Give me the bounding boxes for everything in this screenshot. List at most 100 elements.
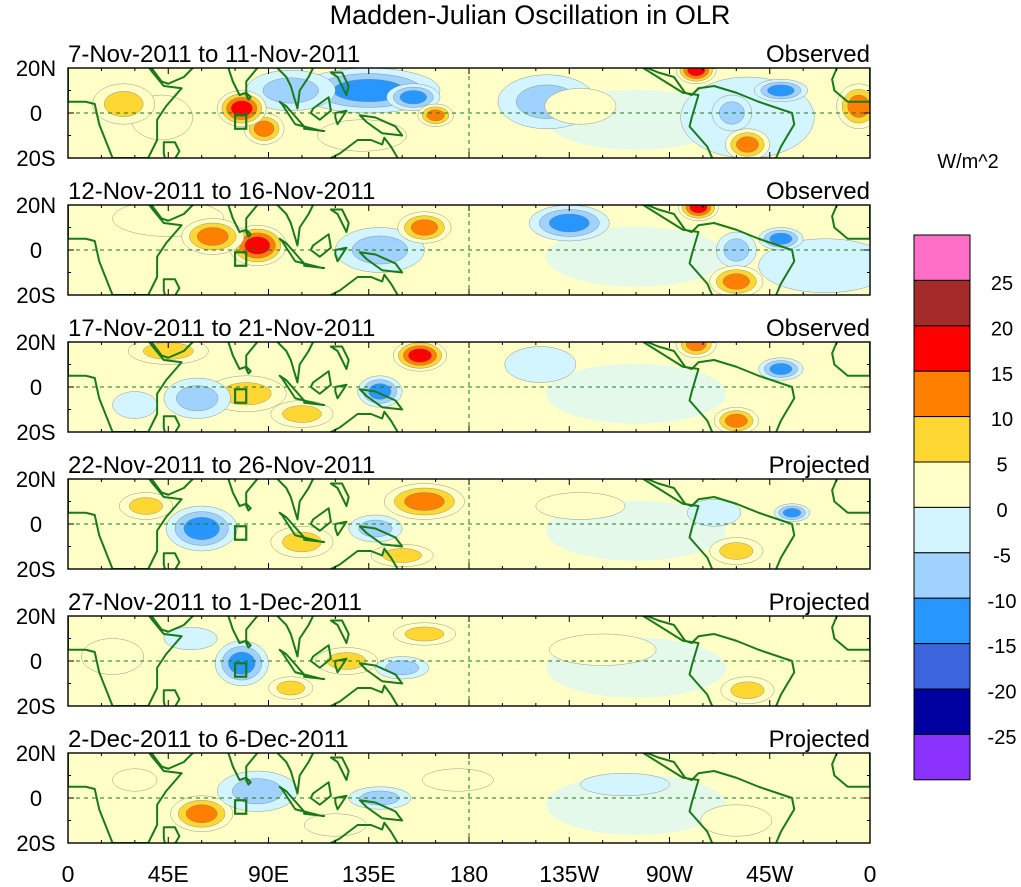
- colorbar-swatch: [913, 279, 971, 327]
- coastline: [309, 370, 332, 395]
- latitude-label: 20N: [16, 330, 56, 355]
- colorbar-swatch: [913, 461, 971, 508]
- colorbar-swatch: [913, 416, 971, 463]
- coastline: [329, 482, 350, 507]
- longitude-axis: 0 45E 90E 135E 180 135W 90W 45W 0: [62, 861, 877, 887]
- panel-kind-label: Observed: [766, 178, 870, 205]
- anomaly-blob: [112, 768, 158, 792]
- panel-date-range: 12-Nov-2011 to 16-Nov-2011: [68, 178, 375, 205]
- coastline: [329, 619, 350, 644]
- coastline: [68, 342, 183, 432]
- coastline: [303, 673, 326, 680]
- anomaly-blob: [244, 236, 271, 255]
- anomaly-blob: [689, 205, 708, 214]
- coastline: [328, 136, 400, 158]
- colorbar: 25 20 15 10 5 0 -5 -10 -15 -20 -25: [913, 234, 1017, 781]
- colorbar-units: W/m^2: [937, 151, 999, 173]
- coastline: [309, 507, 332, 532]
- coastline: [245, 639, 252, 649]
- colorbar-swatch: [913, 506, 971, 554]
- coastline: [162, 826, 181, 843]
- colorbar-label: 0: [996, 500, 1007, 522]
- coastline: [276, 342, 316, 384]
- colorbar-swatch: [913, 234, 971, 281]
- coastline: [150, 342, 195, 359]
- coastline: [278, 648, 306, 676]
- colorbar-label: -5: [993, 545, 1011, 567]
- latitude-label: 20S: [16, 557, 55, 582]
- coastline: [831, 753, 870, 788]
- panel-kind-label: Projected: [769, 452, 870, 479]
- index-box: [233, 388, 248, 404]
- panel-date-range: 27-Nov-2011 to 1-Dec-2011: [68, 589, 362, 616]
- coastline: [150, 753, 195, 770]
- colorbar-swatch: [913, 370, 971, 418]
- coastline: [641, 616, 796, 706]
- anomaly-blob: [719, 542, 754, 560]
- colorbar-swatch: [913, 688, 971, 735]
- anomaly-blob: [282, 405, 322, 423]
- colorbar-label: -10: [988, 591, 1017, 613]
- panel-kind-label: Observed: [766, 41, 870, 68]
- coastline: [150, 616, 195, 633]
- coastline: [334, 657, 348, 674]
- anomaly-blob: [112, 391, 158, 419]
- coastline: [276, 753, 316, 795]
- figure-title: Madden-Julian Oscillation in OLR: [330, 0, 731, 30]
- latitude-label: 0: [30, 238, 42, 263]
- coastline: [162, 278, 181, 295]
- latitude-label: 20S: [16, 146, 55, 171]
- anomaly-blob: [687, 499, 741, 527]
- coastline: [309, 781, 332, 806]
- map-panel: 20N 0 20S 12-Nov-2011 to 16-Nov-2011 Observe…: [16, 178, 871, 308]
- coastline: [328, 273, 400, 295]
- map-panel: 20N 0 20S 22-Nov-2011 to 26-Nov-2011 Project…: [16, 452, 871, 582]
- longitude-label: 0: [62, 861, 75, 887]
- coastline: [641, 753, 796, 843]
- index-box: [233, 114, 248, 130]
- colorbar-label: 5: [996, 455, 1007, 477]
- coastline: [334, 109, 348, 126]
- anomaly-blob: [736, 136, 759, 153]
- colorbar-label: -15: [988, 636, 1017, 658]
- panel-date-range: 22-Nov-2011 to 26-Nov-2011: [68, 452, 375, 479]
- coastline: [278, 374, 306, 402]
- coastline: [68, 616, 183, 706]
- anomaly-blob: [163, 627, 218, 650]
- panel-date-range: 17-Nov-2011 to 21-Nov-2011: [68, 315, 375, 342]
- coastline: [245, 776, 252, 786]
- coastline: [358, 525, 404, 548]
- coastline: [358, 662, 404, 685]
- latitude-label: 20N: [16, 193, 56, 218]
- anomaly-blob: [847, 94, 870, 118]
- coastline: [162, 415, 181, 432]
- coastline: [329, 345, 350, 370]
- coastline: [641, 479, 796, 569]
- longitude-label: 0: [864, 861, 877, 887]
- longitude-label: 135W: [539, 861, 599, 887]
- colorbar-label: 20: [991, 318, 1013, 340]
- anomaly-blob: [769, 363, 793, 375]
- colorbar-label: 25: [991, 273, 1013, 295]
- coastline: [68, 479, 183, 569]
- panel-date-range: 7-Nov-2011 to 11-Nov-2011: [68, 41, 360, 68]
- anomaly-blob: [700, 804, 773, 837]
- latitude-label: 20S: [16, 420, 55, 445]
- coastline: [309, 96, 332, 121]
- coastline: [358, 114, 404, 137]
- coastline: [328, 547, 400, 569]
- coastline: [150, 479, 195, 496]
- coastline: [334, 794, 348, 811]
- coastline: [245, 502, 252, 512]
- longitude-label: 45W: [746, 861, 794, 887]
- anomaly-blob: [686, 342, 707, 352]
- anomaly-blob: [253, 120, 275, 137]
- coastline: [831, 68, 870, 103]
- coastline: [276, 479, 316, 521]
- longitude-label: 135E: [342, 861, 396, 887]
- map-panel: 20N 0 20S 17-Nov-2011 to 21-Nov-2011 Observe…: [16, 315, 871, 445]
- coastline: [162, 689, 181, 706]
- anomaly-blob: [504, 346, 577, 383]
- anomaly-blob: [730, 681, 765, 699]
